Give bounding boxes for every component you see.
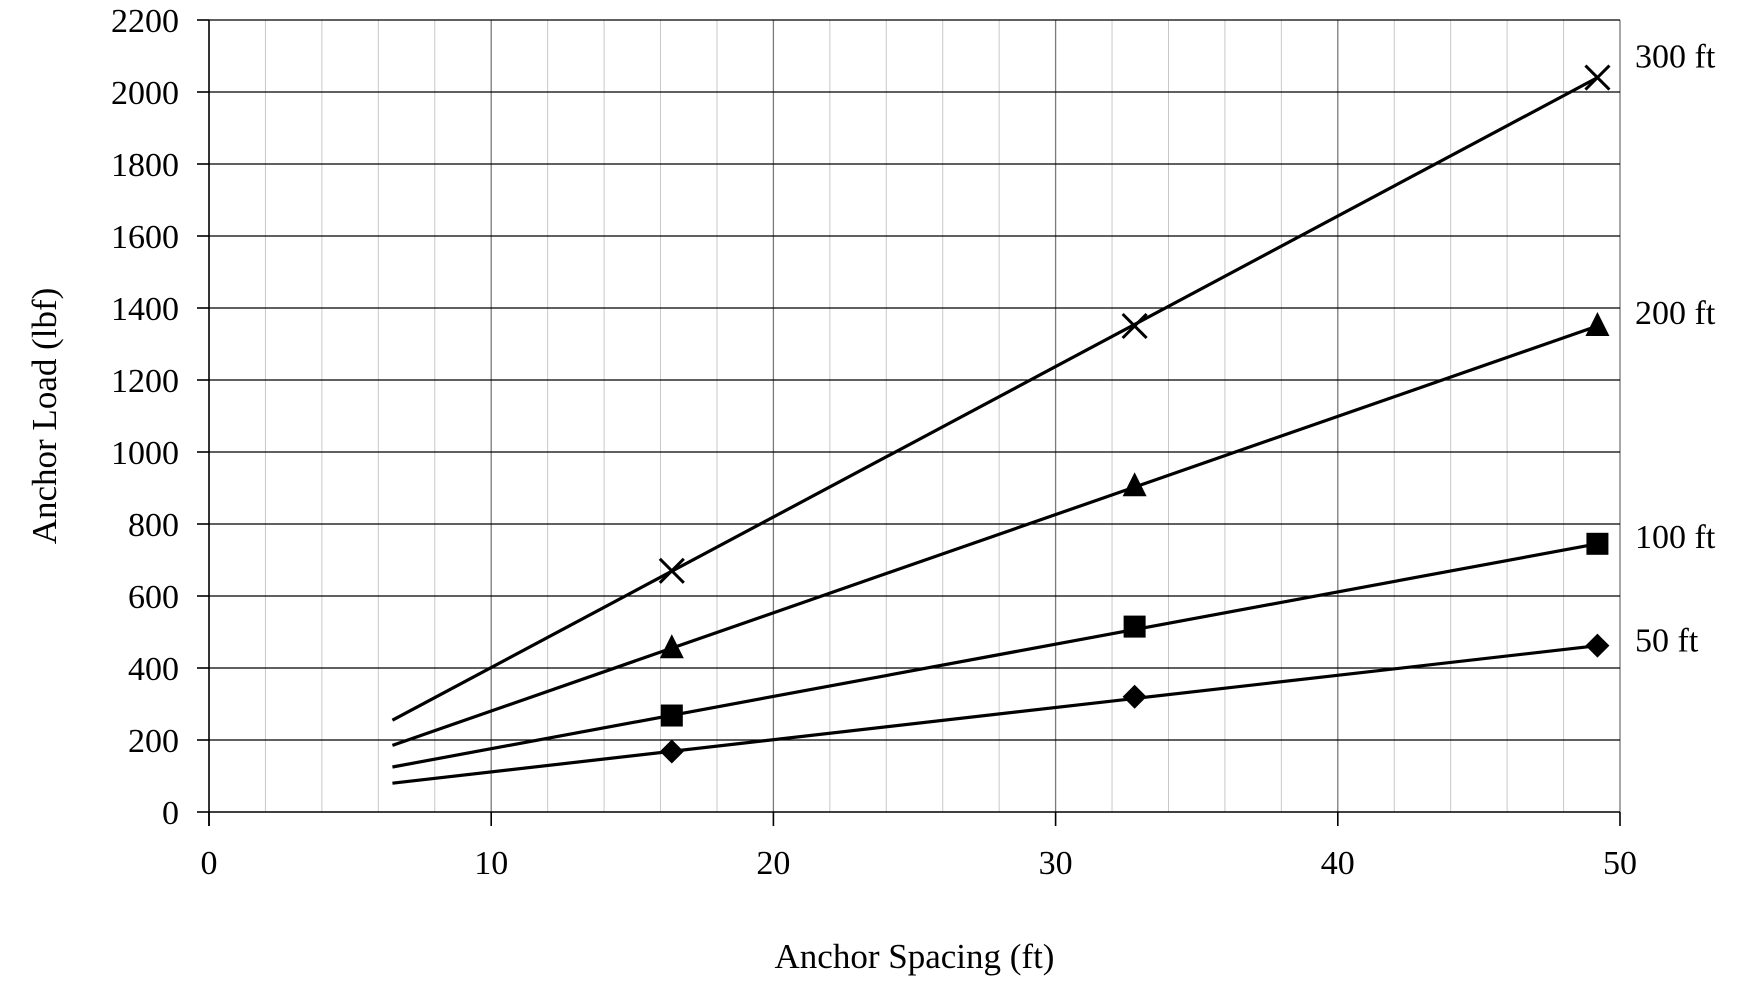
x-tick-label: 0 — [201, 845, 218, 882]
diamond-marker — [1122, 684, 1147, 709]
triangle-marker — [659, 634, 684, 659]
x-tick-labels: 0 10 20 30 40 50 — [201, 845, 1638, 882]
series-layer — [391, 64, 1611, 785]
x-marker — [1584, 64, 1611, 91]
y-tick-label: 800 — [128, 507, 179, 544]
triangle-marker — [1585, 312, 1610, 336]
y-tick-label: 1200 — [111, 363, 179, 400]
y-tick-label: 400 — [128, 651, 179, 688]
major-gridlines — [209, 19, 1621, 812]
series-label: 50 ft — [1635, 623, 1699, 660]
square-marker — [1123, 615, 1146, 638]
x-tick-label: 50 — [1603, 845, 1637, 882]
triangle-marker — [1122, 472, 1147, 497]
series-labels: 50 ft 100 ft 200 ft 300 ft — [1635, 39, 1716, 660]
y-tick-label: 600 — [128, 579, 179, 616]
x-marker — [658, 557, 685, 584]
series-line — [392, 542, 1598, 769]
series-line — [391, 76, 1599, 722]
series-label: 300 ft — [1635, 39, 1716, 76]
x-marker-stroke — [1584, 64, 1611, 91]
x-marker — [1121, 312, 1148, 340]
y-tick-label: 200 — [128, 723, 179, 760]
diamond-marker — [1585, 633, 1610, 658]
series-line — [392, 644, 1598, 785]
y-tick-label: 2000 — [111, 75, 179, 112]
y-tick-label: 1800 — [111, 147, 179, 184]
x-axis-title: Anchor Spacing (ft) — [775, 937, 1055, 976]
y-tick-label: 1000 — [111, 435, 179, 472]
y-axis-title: Anchor Load (lbf) — [25, 288, 64, 545]
square-marker — [660, 704, 683, 727]
y-tick-labels: 0 200 400 600 800 1000 1200 1400 1600 1800 2000 220… — [111, 3, 179, 832]
minor-gridlines — [264, 20, 1565, 812]
x-marker-stroke — [1121, 312, 1148, 340]
series-label: 200 ft — [1635, 295, 1716, 332]
x-marker-stroke — [658, 557, 685, 584]
series-label: 100 ft — [1635, 519, 1716, 556]
series-line — [391, 324, 1598, 747]
x-tick-label: 30 — [1039, 845, 1073, 882]
y-tick-label: 2200 — [111, 3, 179, 40]
x-tick-label: 20 — [756, 845, 790, 882]
square-marker — [1586, 532, 1609, 555]
y-tick-label: 0 — [162, 795, 179, 832]
x-tick-label: 40 — [1321, 845, 1355, 882]
y-tick-label: 1400 — [111, 291, 179, 328]
axes — [197, 19, 1621, 826]
y-tick-label: 1600 — [111, 219, 179, 256]
diamond-marker — [659, 739, 684, 764]
x-tick-label: 10 — [474, 845, 508, 882]
